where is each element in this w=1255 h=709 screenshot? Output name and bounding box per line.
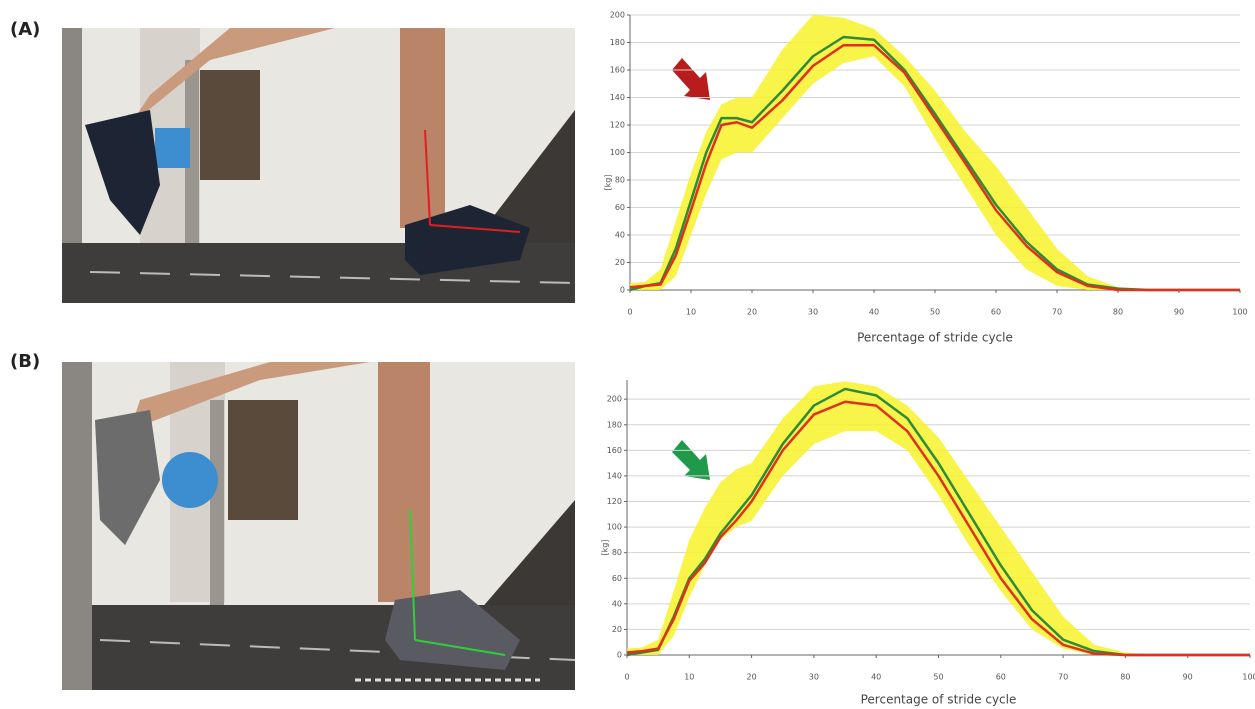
x-tick-label: 100 <box>1242 673 1255 682</box>
x-tick-label: 40 <box>871 673 881 682</box>
x-tick-label: 40 <box>869 308 879 317</box>
y-tick-label: 40 <box>612 599 622 608</box>
x-tick-label: 100 <box>1232 308 1247 317</box>
x-tick-label: 90 <box>1183 673 1193 682</box>
y-tick-label: 40 <box>615 231 625 240</box>
y-tick-label: 160 <box>607 446 622 455</box>
x-tick-label: 10 <box>686 308 696 317</box>
x-tick-label: 0 <box>624 673 629 682</box>
y-tick-label: 100 <box>610 148 625 157</box>
x-tick-label: 50 <box>930 308 940 317</box>
y-axis-label: [kg] <box>604 175 613 191</box>
series-line <box>630 37 1240 290</box>
y-tick-label: 80 <box>615 176 625 185</box>
x-axis-label: Percentage of stride cycle <box>857 331 1013 345</box>
y-tick-label: 200 <box>607 395 622 404</box>
x-tick-label: 70 <box>1052 308 1062 317</box>
x-tick-label: 80 <box>1120 673 1130 682</box>
x-tick-label: 60 <box>991 308 1001 317</box>
x-tick-label: 80 <box>1113 308 1123 317</box>
x-tick-label: 30 <box>808 308 818 317</box>
x-axis-label: Percentage of stride cycle <box>861 693 1017 707</box>
y-tick-label: 20 <box>612 625 622 634</box>
arrow-green <box>672 440 710 480</box>
panel-label: (A) <box>10 19 40 40</box>
x-tick-label: 0 <box>627 308 632 317</box>
y-tick-label: 80 <box>612 548 622 557</box>
y-tick-label: 60 <box>615 203 625 212</box>
x-tick-label: 70 <box>1058 673 1068 682</box>
x-tick-label: 60 <box>996 673 1006 682</box>
panel-label: (B) <box>10 351 40 372</box>
y-tick-label: 200 <box>610 11 625 20</box>
x-tick-label: 50 <box>933 673 943 682</box>
range-band <box>627 381 1250 655</box>
y-axis-label: [kg] <box>601 540 610 556</box>
x-tick-label: 10 <box>684 673 694 682</box>
y-tick-label: 140 <box>610 93 625 102</box>
y-tick-label: 120 <box>607 497 622 506</box>
y-tick-label: 120 <box>610 121 625 130</box>
y-tick-label: 60 <box>612 574 622 583</box>
y-tick-label: 160 <box>610 66 625 75</box>
y-tick-label: 20 <box>615 258 625 267</box>
y-tick-label: 180 <box>607 420 622 429</box>
series-line <box>630 45 1240 290</box>
y-tick-label: 100 <box>607 523 622 532</box>
figure: (A)0204060801001201401601802000102030405… <box>0 0 1255 709</box>
photo-b <box>62 362 575 690</box>
photo-a <box>62 28 575 303</box>
y-tick-label: 0 <box>617 651 622 660</box>
y-tick-label: 180 <box>610 38 625 47</box>
x-tick-label: 30 <box>809 673 819 682</box>
arrow-red <box>672 58 710 100</box>
y-tick-label: 0 <box>620 286 625 295</box>
x-tick-label: 20 <box>747 673 757 682</box>
x-tick-label: 90 <box>1174 308 1184 317</box>
x-tick-label: 20 <box>747 308 757 317</box>
y-tick-label: 140 <box>607 471 622 480</box>
